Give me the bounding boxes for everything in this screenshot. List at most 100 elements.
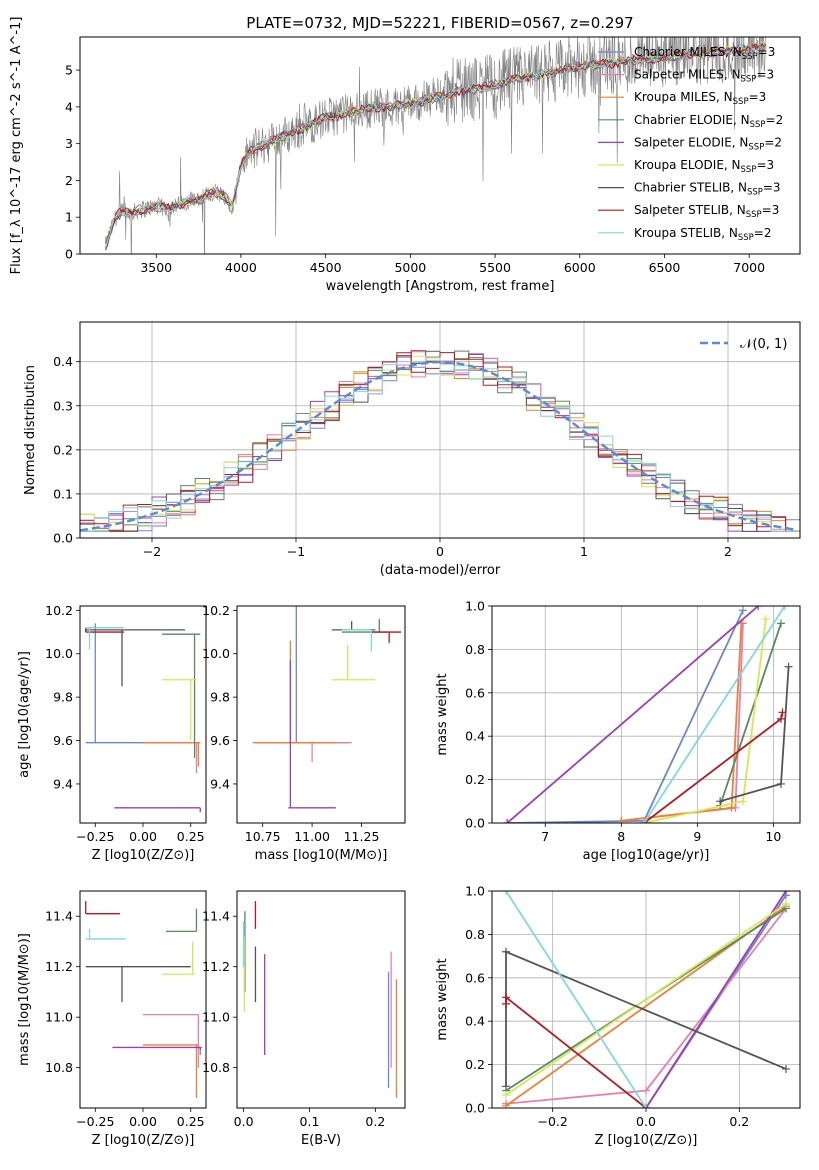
y-tick-label: 11.2 bbox=[45, 959, 73, 974]
weight-marker bbox=[738, 797, 747, 806]
x-tick-label: 4000 bbox=[225, 260, 257, 275]
y-tick-label: 0.4 bbox=[53, 354, 73, 369]
weight-marker bbox=[754, 606, 763, 610]
weight-marker bbox=[642, 1104, 650, 1108]
panel-age_vs_mass: 10.75 11.00 11.25 9.4 9.6 9.8 10.0 10.2 mass [lo… bbox=[202, 603, 406, 863]
x-tick-label: 8 bbox=[617, 829, 625, 844]
y-tick-label: 11.4 bbox=[202, 909, 230, 924]
y-axis-label: Normed distribution bbox=[23, 365, 38, 495]
y-tick-label: 10.0 bbox=[45, 646, 73, 661]
legend-label: Salpeter MILES, NSSP=3 bbox=[634, 68, 774, 85]
y-axis-label: Flux [f_λ 10^-17 erg cm^-2 s^-1 A^-1] bbox=[9, 17, 24, 275]
x-tick-label: 0.2 bbox=[729, 1114, 749, 1129]
x-tick-label: 0.00 bbox=[129, 829, 157, 844]
y-tick-label: 0.0 bbox=[465, 816, 485, 831]
x-tick-label: 0.2 bbox=[365, 1114, 385, 1129]
x-tick-label: 7000 bbox=[733, 260, 765, 275]
axes-frame bbox=[236, 605, 406, 824]
model-line-5 bbox=[105, 40, 767, 247]
y-tick-label: 0.4 bbox=[465, 1014, 485, 1029]
x-tick-label: 5500 bbox=[479, 260, 511, 275]
axes-frame bbox=[491, 605, 801, 824]
x-tick-label: 0.25 bbox=[177, 1114, 205, 1129]
figure-title: PLATE=0732, MJD=52221, FIBERID=0567, z=0… bbox=[246, 14, 633, 32]
weight-line-8 bbox=[505, 891, 647, 1108]
y-tick-label: 0.1 bbox=[53, 486, 73, 501]
weight-marker bbox=[502, 993, 510, 1002]
legend-label: Kroupa ELODIE, NSSP=3 bbox=[634, 158, 774, 175]
y-tick-label: 0.8 bbox=[465, 927, 485, 942]
y-tick-label: 9.6 bbox=[210, 733, 230, 748]
x-axis-label: Z [log10(Z/Z⊙)] bbox=[92, 1133, 195, 1148]
axes-frame bbox=[491, 890, 801, 1109]
x-axis-label: age [log10(age/yr)] bbox=[583, 848, 710, 863]
y-tick-label: 1.0 bbox=[465, 884, 485, 899]
weight-marker bbox=[776, 619, 785, 628]
x-tick-label: 9 bbox=[693, 829, 701, 844]
x-tick-label: 10 bbox=[765, 829, 781, 844]
weight-marker bbox=[617, 816, 626, 823]
weight-line-3 bbox=[719, 623, 782, 806]
legend-label: Kroupa STELIB, NSSP=2 bbox=[634, 226, 772, 243]
y-tick-label: 0.6 bbox=[465, 685, 485, 700]
weight-marker bbox=[502, 1090, 510, 1099]
x-tick-label: 11.25 bbox=[344, 829, 380, 844]
x-tick-label: 3500 bbox=[140, 260, 172, 275]
weight-line-5 bbox=[505, 903, 787, 1096]
legend-label: Kroupa MILES, NSSP=3 bbox=[634, 90, 766, 107]
weight-marker bbox=[776, 714, 785, 723]
weight-marker bbox=[782, 1064, 790, 1073]
x-tick-label: 0.00 bbox=[129, 1114, 157, 1129]
y-axis-label: mass [log10(M/M⊙)] bbox=[17, 933, 32, 1066]
y-tick-label: 9.4 bbox=[210, 776, 230, 791]
y-tick-label: 0 bbox=[65, 247, 73, 262]
y-tick-label: 11.4 bbox=[45, 909, 73, 924]
panel-mass_vs_ebv: 0.0 0.1 0.2 10.8 11.0 11.2 11.4 E(B-V) bbox=[202, 890, 406, 1148]
weight-marker bbox=[782, 891, 790, 895]
y-tick-label: 1.0 bbox=[465, 599, 485, 614]
y-tick-label: 0.4 bbox=[465, 729, 485, 744]
x-tick-label: 2 bbox=[724, 544, 732, 559]
y-tick-label: 10.2 bbox=[202, 603, 230, 618]
weight-line-4 bbox=[506, 606, 759, 823]
y-tick-label: 4 bbox=[65, 99, 73, 114]
x-axis-label: E(B-V) bbox=[301, 1133, 341, 1148]
y-tick-label: 9.4 bbox=[53, 776, 73, 791]
y-tick-label: 11.0 bbox=[45, 1010, 73, 1025]
weight-marker bbox=[502, 891, 510, 895]
weight-line-0 bbox=[507, 609, 744, 823]
x-tick-label: −2 bbox=[143, 544, 161, 559]
weight-marker bbox=[782, 900, 790, 909]
y-tick-label: 0.2 bbox=[53, 442, 73, 457]
y-tick-label: 11.0 bbox=[202, 1010, 230, 1025]
x-axis-label: wavelength [Angstrom, rest frame] bbox=[326, 279, 555, 294]
y-tick-label: 5 bbox=[65, 63, 73, 78]
weight-marker bbox=[503, 819, 512, 823]
hist-7 bbox=[80, 352, 800, 532]
y-tick-label: 10.8 bbox=[45, 1060, 73, 1075]
y-axis-label: age [log10(age/yr)] bbox=[17, 651, 32, 778]
weight-marker bbox=[761, 615, 770, 624]
weight-line-8 bbox=[643, 606, 786, 823]
weight-marker bbox=[778, 708, 787, 717]
hist-8 bbox=[80, 357, 800, 532]
legend-label: Chabrier MILES, NSSP=3 bbox=[634, 45, 775, 62]
y-tick-label: 0.8 bbox=[465, 642, 485, 657]
axes-frame bbox=[79, 36, 801, 255]
y-tick-label: 3 bbox=[65, 136, 73, 151]
panel-age_vs_Z: −0.25 0.00 0.25 9.4 9.6 9.8 10.0 10.2 Z [log10(Z… bbox=[17, 603, 207, 863]
axes-frame bbox=[79, 605, 207, 824]
panel-massweight_vs_Z: −0.2 0.0 0.2 0.0 0.2 0.4 0.6 0.8 1.0 Z [log10(Z/Z… bbox=[435, 884, 801, 1148]
x-tick-label: 6000 bbox=[564, 260, 596, 275]
x-tick-label: 10.75 bbox=[245, 829, 281, 844]
x-tick-label: 0.1 bbox=[300, 1114, 320, 1129]
y-tick-label: 0.2 bbox=[465, 1057, 485, 1072]
weight-marker bbox=[502, 1101, 510, 1108]
x-tick-label: 0.0 bbox=[234, 1114, 254, 1129]
y-tick-label: 11.2 bbox=[202, 959, 230, 974]
weight-marker bbox=[502, 947, 510, 956]
x-tick-label: −1 bbox=[287, 544, 305, 559]
y-axis-label: mass weight bbox=[435, 673, 450, 755]
x-tick-label: 4500 bbox=[310, 260, 342, 275]
y-tick-label: 1 bbox=[65, 210, 73, 225]
